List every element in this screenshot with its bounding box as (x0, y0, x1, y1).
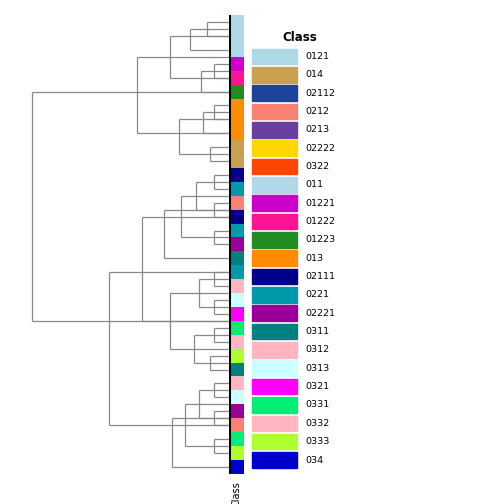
Text: 02112: 02112 (305, 89, 335, 98)
Bar (252, 177, 297, 193)
Bar (252, 434, 297, 450)
Bar (229, 29, 244, 43)
Text: 0312: 0312 (305, 345, 329, 354)
Bar (252, 232, 297, 247)
Bar (252, 287, 297, 303)
Bar (252, 104, 297, 119)
Text: 0322: 0322 (305, 162, 329, 171)
Bar (252, 452, 297, 468)
Text: Class: Class (282, 31, 317, 44)
Text: 014: 014 (305, 70, 323, 79)
Bar (229, 71, 244, 85)
Bar (229, 279, 244, 293)
Text: 034: 034 (305, 456, 323, 465)
Text: 0313: 0313 (305, 364, 329, 373)
Bar (229, 335, 244, 349)
Text: 01222: 01222 (305, 217, 335, 226)
Bar (229, 98, 244, 112)
Bar (252, 250, 297, 266)
Bar (229, 362, 244, 376)
Bar (229, 140, 244, 154)
Bar (229, 418, 244, 432)
Bar (229, 112, 244, 127)
Text: 0212: 0212 (305, 107, 329, 116)
Bar (229, 224, 244, 237)
Bar (229, 460, 244, 474)
Bar (229, 404, 244, 418)
Text: 0331: 0331 (305, 401, 329, 409)
Bar (252, 159, 297, 174)
Text: 011: 011 (305, 180, 323, 190)
Bar (229, 182, 244, 196)
Text: 02222: 02222 (305, 144, 335, 153)
Bar (229, 15, 244, 29)
Bar (252, 305, 297, 321)
Bar (252, 48, 297, 64)
Text: 02221: 02221 (305, 309, 335, 318)
Bar (252, 415, 297, 431)
Bar (229, 265, 244, 279)
Bar (229, 196, 244, 210)
Text: 0121: 0121 (305, 52, 329, 61)
Bar (229, 43, 244, 57)
Text: 0311: 0311 (305, 327, 329, 336)
Bar (229, 237, 244, 251)
Bar (229, 127, 244, 140)
Text: 01223: 01223 (305, 235, 335, 244)
Text: 02111: 02111 (305, 272, 335, 281)
Text: 0221: 0221 (305, 290, 329, 299)
Bar (252, 360, 297, 376)
Bar (252, 67, 297, 83)
Bar (229, 349, 244, 362)
Bar (252, 342, 297, 358)
Bar (229, 57, 244, 71)
Bar (252, 122, 297, 138)
Bar (252, 397, 297, 413)
Text: 013: 013 (305, 254, 323, 263)
Bar (229, 210, 244, 224)
Bar (229, 432, 244, 446)
Bar (229, 251, 244, 265)
Bar (229, 391, 244, 404)
Bar (252, 379, 297, 395)
Bar (229, 376, 244, 391)
Bar (229, 321, 244, 335)
Text: 0333: 0333 (305, 437, 329, 446)
Bar (229, 154, 244, 168)
Bar (252, 214, 297, 229)
Bar (229, 293, 244, 307)
Bar (229, 307, 244, 321)
Text: 01221: 01221 (305, 199, 335, 208)
Text: 0321: 0321 (305, 382, 329, 391)
Bar (252, 196, 297, 211)
Bar (229, 168, 244, 182)
Text: 0213: 0213 (305, 125, 329, 134)
Bar (252, 324, 297, 339)
Bar (252, 85, 297, 101)
Bar (229, 85, 244, 98)
Bar (252, 269, 297, 284)
Bar (229, 446, 244, 460)
Text: 0332: 0332 (305, 419, 329, 428)
Bar (252, 140, 297, 156)
